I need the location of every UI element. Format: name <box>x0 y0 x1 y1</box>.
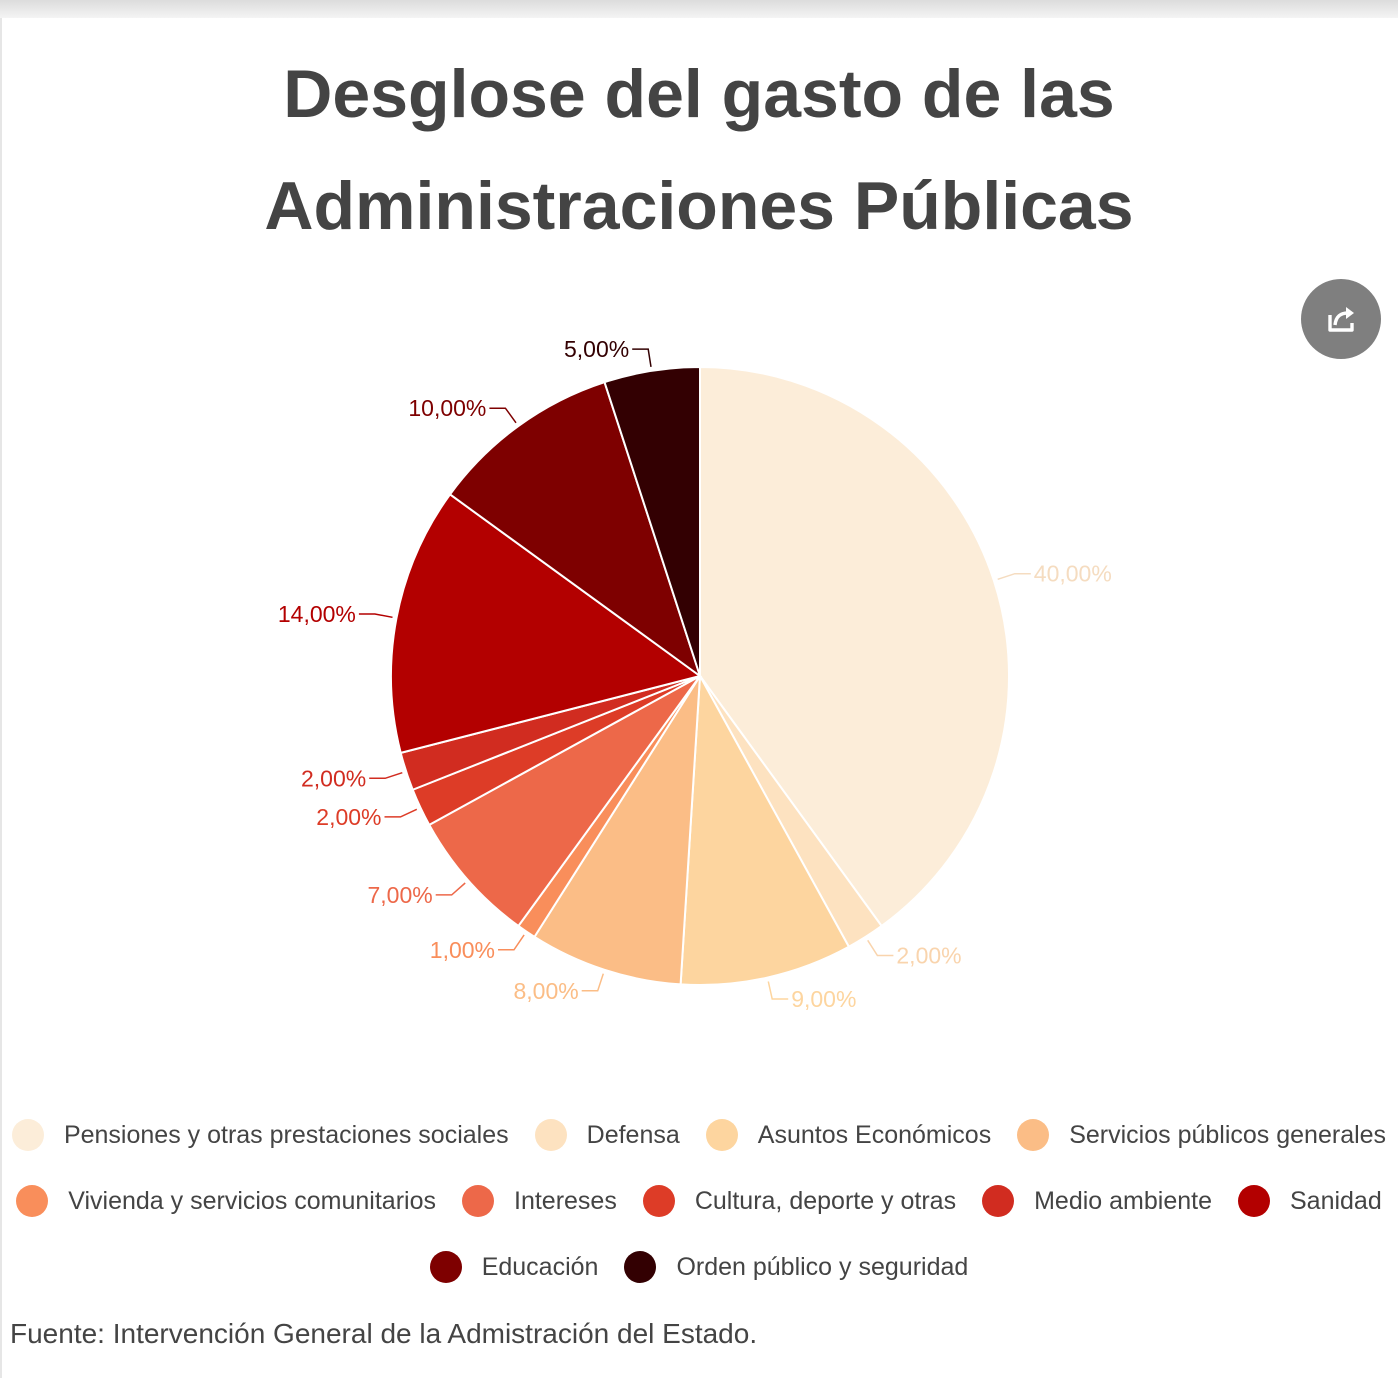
label-connector <box>767 981 789 1000</box>
share-icon <box>1328 307 1354 332</box>
slice-value-label: 9,00% <box>791 986 856 1012</box>
label-connector <box>632 348 652 368</box>
legend-item-intereses[interactable]: Intereses <box>462 1185 617 1217</box>
legend-marker <box>705 1119 738 1151</box>
legend-label: Intereses <box>514 1186 617 1215</box>
legend-marker <box>624 1251 657 1283</box>
slice-value-label: 2,00% <box>301 765 366 791</box>
legend-marker <box>982 1185 1015 1217</box>
legend-item-servicios-publicos[interactable]: Servicios públicos generales <box>1017 1119 1386 1151</box>
legend-marker <box>462 1185 494 1217</box>
chart-title: Desglose del gasto de las Administracion… <box>0 38 1398 262</box>
legend-row-2: Vivienda y servicios comunitarios Intere… <box>0 1168 1398 1234</box>
label-connector <box>384 808 418 818</box>
legend-item-pensiones[interactable]: Pensiones y otras prestaciones sociales <box>11 1119 509 1151</box>
legend-marker <box>1237 1185 1270 1217</box>
pie-slice[interactable] <box>390 492 703 755</box>
slice-value-label: 7,00% <box>367 882 432 908</box>
pie-slice[interactable] <box>699 365 1010 928</box>
legend-item-educacion[interactable]: Educación <box>429 1251 599 1283</box>
label-connector <box>498 934 525 951</box>
label-connector <box>435 882 466 896</box>
slice-value-label: 14,00% <box>278 601 356 627</box>
slice-value-label: 5,00% <box>564 336 629 362</box>
slice-value-label: 8,00% <box>513 978 578 1004</box>
legend-marker <box>11 1119 44 1151</box>
legend-row-3: Educación Orden público y seguridad <box>0 1234 1398 1300</box>
legend-label: Vivienda y servicios comunitarios <box>68 1186 436 1215</box>
legend-label: Servicios públicos generales <box>1069 1120 1387 1149</box>
legend-item-medio-ambiente[interactable]: Medio ambiente <box>982 1185 1212 1217</box>
legend-item-cultura[interactable]: Cultura, deporte y otras <box>642 1185 957 1217</box>
pie-chart: 40,00% 2,00% 9,00% 8,00% 1,00% 7,00% 2,00% 2,00… <box>278 336 1112 1012</box>
label-connector <box>358 613 393 619</box>
legend-label: Cultura, deporte y otras <box>694 1186 957 1215</box>
legend-item-defensa[interactable]: Defensa <box>534 1119 680 1151</box>
slice-value-label: 2,00% <box>316 804 381 830</box>
legend-label: Medio ambiente <box>1034 1186 1212 1215</box>
legend-item-asuntos-economicos[interactable]: Asuntos Económicos <box>705 1119 992 1151</box>
legend-marker <box>16 1185 49 1217</box>
chart-title-line-1: Desglose del gasto de las <box>283 56 1115 132</box>
label-connector <box>581 973 605 992</box>
legend-marker <box>429 1251 462 1283</box>
left-edge-border <box>0 18 2 1378</box>
source-note: Fuente: Intervención General de la Admis… <box>10 1318 758 1349</box>
legend-label: Sanidad <box>1289 1186 1382 1215</box>
legend-marker <box>642 1185 675 1217</box>
legend-marker <box>1017 1119 1050 1151</box>
legend-label: Pensiones y otras prestaciones sociales <box>63 1120 509 1149</box>
pie-slice[interactable] <box>448 380 702 679</box>
pie-slice[interactable] <box>603 365 701 677</box>
legend-label: Defensa <box>586 1120 680 1149</box>
pie-slice[interactable] <box>427 675 701 928</box>
legend-label: Educación <box>481 1252 599 1281</box>
label-connector <box>369 771 403 780</box>
slice-value-label: 10,00% <box>408 395 486 421</box>
legend-row-1: Pensiones y otras prestaciones sociales … <box>0 1102 1398 1168</box>
legend-label: Orden público y seguridad <box>676 1252 969 1281</box>
chart-legend: Pensiones y otras prestaciones sociales … <box>0 1102 1398 1300</box>
chart-title-line-2: Administraciones Públicas <box>264 168 1134 244</box>
pie-slice[interactable] <box>533 675 701 986</box>
browser-top-bar <box>0 0 1398 18</box>
legend-item-sanidad[interactable]: Sanidad <box>1237 1185 1382 1217</box>
legend-label: Asuntos Económicos <box>757 1120 992 1149</box>
legend-item-vivienda[interactable]: Vivienda y servicios comunitarios <box>16 1185 436 1217</box>
slice-value-label: 1,00% <box>430 937 495 963</box>
legend-item-orden-publico[interactable]: Orden público y seguridad <box>624 1251 968 1283</box>
label-connector <box>489 407 517 424</box>
share-button[interactable] <box>1301 279 1381 359</box>
label-connector <box>867 939 894 957</box>
label-connector <box>997 572 1031 581</box>
slice-value-label: 40,00% <box>1034 561 1112 587</box>
slice-value-label: 2,00% <box>896 943 961 969</box>
pie-slice[interactable] <box>679 672 851 986</box>
legend-marker <box>534 1119 567 1151</box>
